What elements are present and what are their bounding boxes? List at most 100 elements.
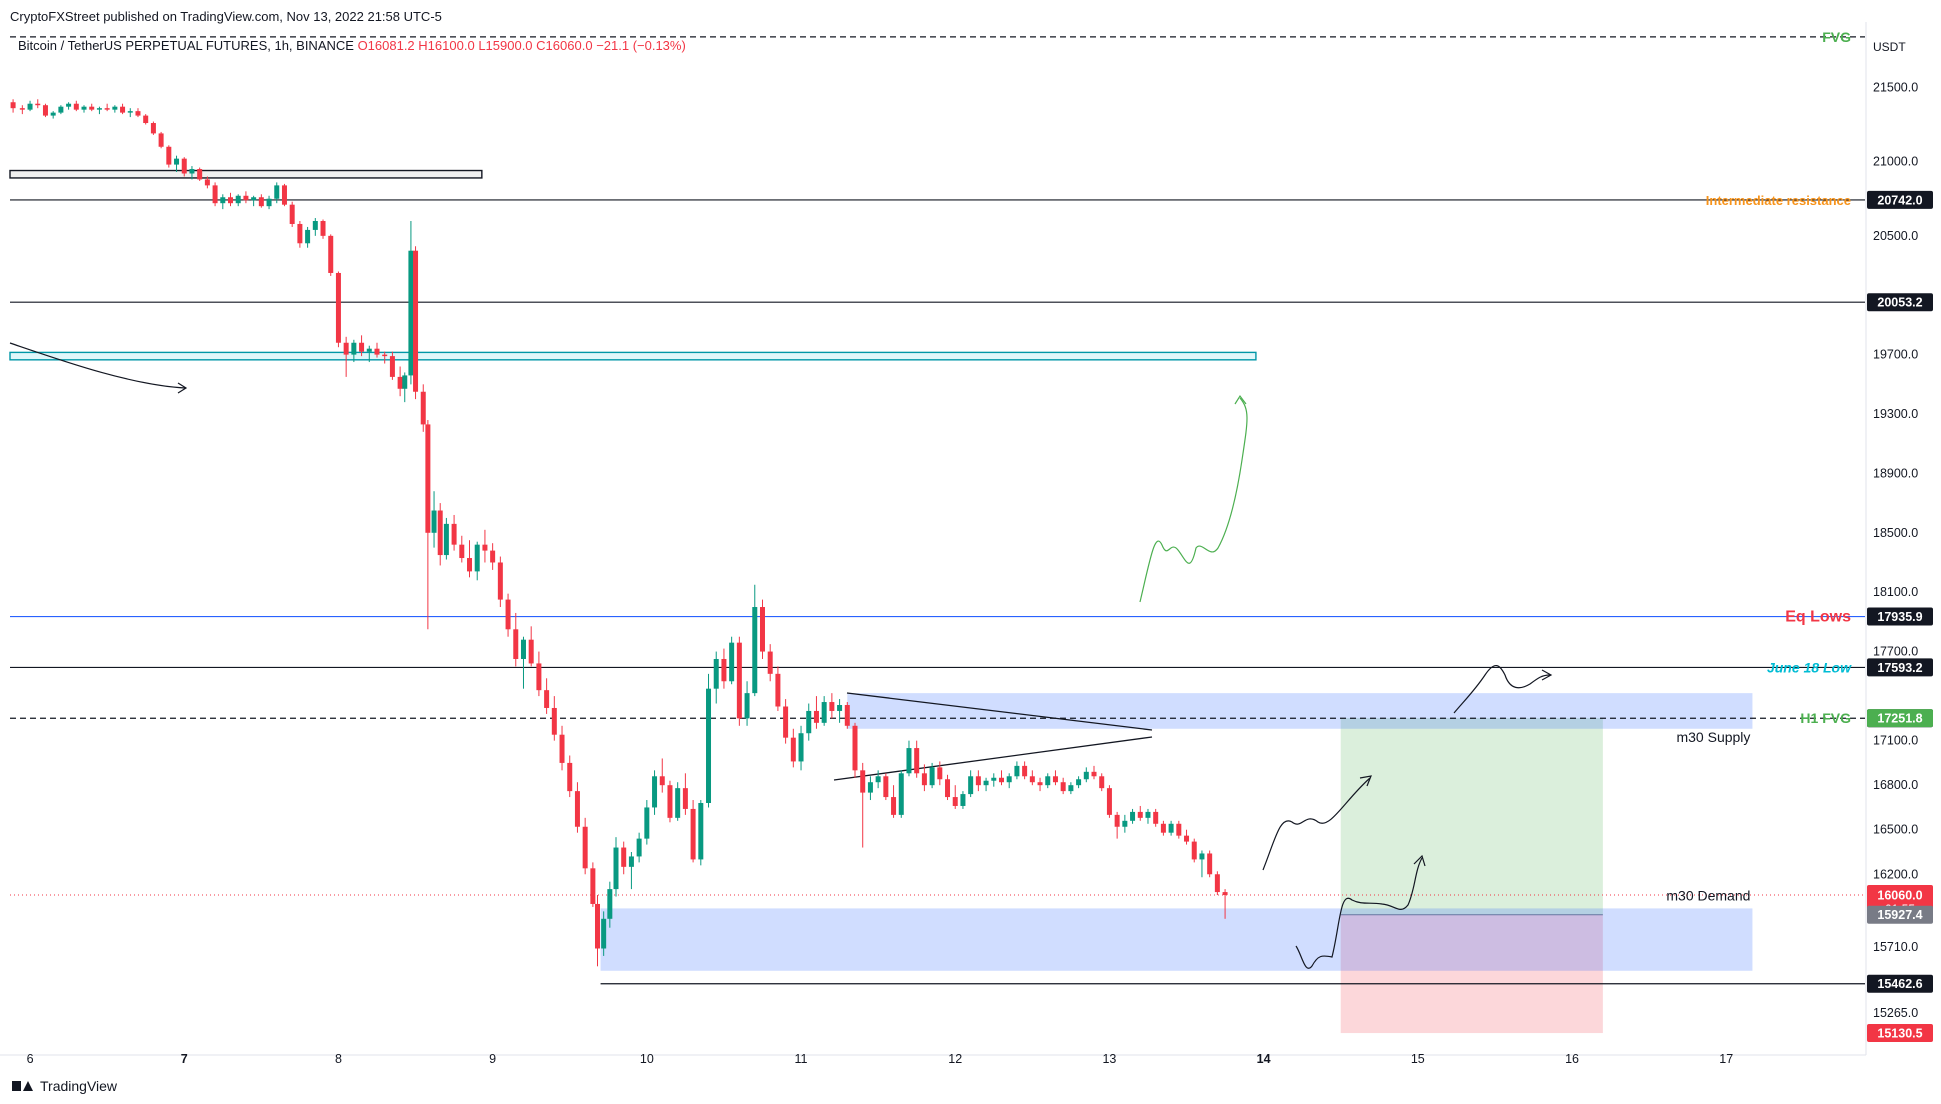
- candle-body: [698, 802, 704, 860]
- zone-1: [600, 908, 1753, 971]
- candle-body: [1068, 785, 1074, 792]
- y-tick-label: 15710.0: [1873, 940, 1918, 954]
- x-tick-label: 14: [1257, 1052, 1271, 1066]
- zones-layer: [9, 169, 1753, 1034]
- candle-body: [621, 847, 627, 867]
- candle-body: [1022, 765, 1028, 777]
- x-tick-label: 9: [489, 1052, 496, 1066]
- x-tick-label: 6: [27, 1052, 34, 1066]
- candle-body: [359, 342, 365, 352]
- x-tick-label: 10: [640, 1052, 654, 1066]
- candle-body: [320, 221, 326, 236]
- candle-body: [135, 111, 141, 116]
- candle-body: [420, 391, 426, 425]
- position-target-box: [1340, 718, 1603, 915]
- candle-body: [921, 773, 927, 786]
- candle-body: [431, 510, 437, 533]
- candle-body: [998, 777, 1004, 783]
- candle-body: [883, 776, 889, 798]
- candle-body: [775, 673, 781, 707]
- candle-body: [1130, 811, 1136, 821]
- candle-body: [898, 773, 904, 815]
- level-price-tag-bg: [1867, 293, 1933, 312]
- candle-body: [567, 762, 573, 792]
- candle-body: [328, 235, 334, 273]
- candle-body: [1184, 835, 1190, 842]
- candle-body: [305, 229, 311, 244]
- y-tick-label: 18100.0: [1873, 585, 1918, 599]
- candle-body: [551, 707, 557, 735]
- candle-body: [281, 185, 287, 205]
- candle-body: [366, 348, 372, 352]
- candle-body: [166, 146, 172, 165]
- candle-body: [1083, 771, 1089, 780]
- candle-body: [1052, 776, 1058, 783]
- annotation-arrowhead-3: [1541, 669, 1553, 681]
- candle-body: [1199, 853, 1205, 860]
- y-tick-label: 21500.0: [1873, 80, 1918, 94]
- candle-body: [490, 550, 496, 563]
- candle-body: [343, 342, 349, 355]
- annotation-arrowhead-2: [1413, 854, 1426, 867]
- candle-body: [682, 788, 688, 809]
- candle-body: [798, 733, 804, 762]
- level-price-tag: 17935.9: [1877, 610, 1922, 624]
- candle-body: [729, 642, 735, 682]
- level-price-tag: 17593.2: [1877, 661, 1922, 675]
- candle-body: [389, 356, 395, 377]
- annotation-path-2: [1295, 857, 1423, 969]
- level-price-tag: 15462.6: [1877, 977, 1922, 991]
- outline-box-1: [9, 351, 1257, 361]
- candle-body: [844, 705, 850, 726]
- ohlc-legend: Bitcoin / TetherUS PERPETUAL FUTURES, 1h…: [18, 38, 686, 53]
- y-tick-label: 18900.0: [1873, 466, 1918, 480]
- candle-body: [251, 197, 257, 201]
- candle-body: [1006, 776, 1012, 783]
- y-tick-label: 20500.0: [1873, 229, 1918, 243]
- candle-body: [574, 791, 580, 827]
- y-tick-label: 18500.0: [1873, 526, 1918, 540]
- symbol-line: Bitcoin / TetherUS PERPETUAL FUTURES, 1h…: [18, 38, 354, 53]
- candle-body: [582, 826, 588, 869]
- candle-body: [837, 705, 843, 711]
- candle-body: [1137, 811, 1143, 818]
- candle-body: [212, 185, 218, 204]
- brand-label: TradingView: [40, 1078, 118, 1094]
- annotation-path-1: [1262, 777, 1371, 871]
- candle-body: [120, 106, 126, 113]
- ohlc-open: O16081.2: [357, 38, 415, 53]
- candle-body: [1145, 811, 1151, 818]
- price-badge: 15927.4: [1877, 908, 1922, 922]
- candle-body: [559, 734, 565, 763]
- triangle-upper-line: [846, 692, 1153, 731]
- candle-body: [335, 272, 341, 343]
- y-tick-label: 16800.0: [1873, 778, 1918, 792]
- candle-body: [867, 782, 873, 793]
- price-badge-bg: [1867, 709, 1933, 728]
- candle-body: [752, 607, 758, 694]
- candle-body: [744, 693, 750, 719]
- zone-label-1: m30 Demand: [1666, 887, 1750, 903]
- x-tick-label: 16: [1565, 1052, 1579, 1066]
- ohlc-high: H16100.0: [418, 38, 475, 53]
- tradingview-logo[interactable]: TradingView: [12, 1078, 117, 1094]
- candle-body: [1214, 874, 1220, 893]
- currency-label: USDT: [1873, 40, 1906, 54]
- price-badge-bg: [1867, 1024, 1933, 1043]
- candle-body: [914, 748, 920, 774]
- candle-body: [474, 544, 480, 572]
- candle-body: [197, 169, 203, 180]
- candle-body: [437, 510, 443, 556]
- level-price-tag: 20742.0: [1877, 193, 1922, 207]
- candle-body: [968, 776, 974, 795]
- candle-body: [235, 195, 241, 204]
- triangle-lower-line: [833, 736, 1153, 781]
- candle-body: [158, 133, 164, 147]
- candle-body: [258, 197, 264, 207]
- candle-body: [505, 599, 511, 630]
- candle-body: [929, 767, 935, 786]
- candle-body: [1168, 823, 1174, 833]
- annotation-green-path: [1139, 397, 1248, 603]
- candle-body: [821, 702, 827, 723]
